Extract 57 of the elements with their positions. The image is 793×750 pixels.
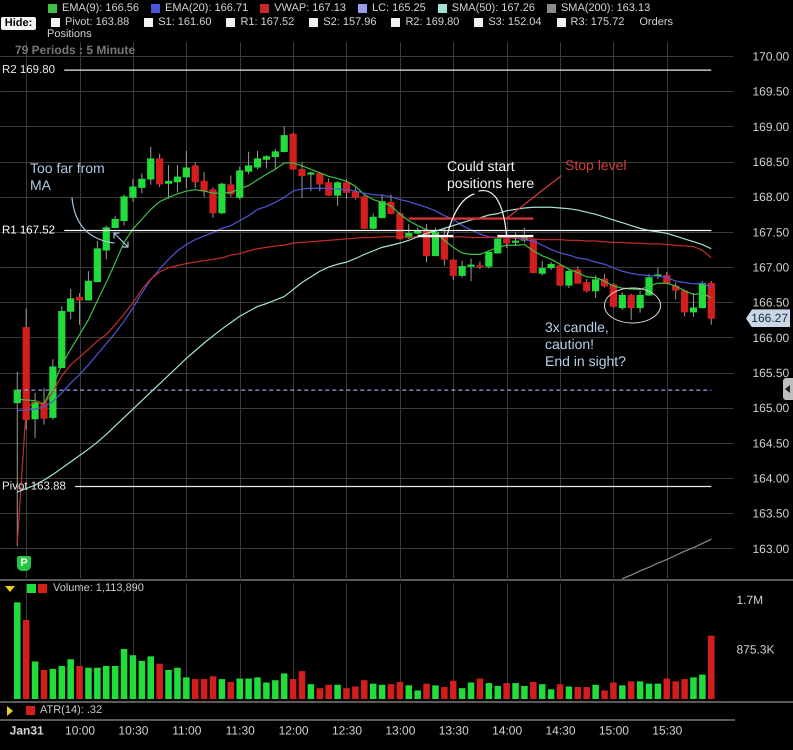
y-tick-label: 166.50: [752, 296, 790, 310]
ref-line-label: R2 169.80: [2, 64, 56, 76]
annotation: P: [17, 556, 31, 571]
x-tick-label: 12:30: [332, 724, 362, 738]
text: S2: 157.96: [323, 16, 376, 29]
x-tick-label: 13:00: [385, 724, 416, 738]
y-tick-label: 170.00: [752, 50, 790, 64]
y-tick-label: 163.50: [752, 506, 790, 521]
x-tick-label: 10:30: [118, 724, 149, 738]
y-tick-label: 164.00: [752, 472, 790, 486]
y-tick-label: 165.00: [752, 401, 790, 416]
annotation: Stop level: [565, 157, 626, 174]
y-tick-label: 167.00: [752, 260, 790, 275]
text: R1: 167.52: [240, 16, 294, 29]
x-tick-label: 15:00: [598, 724, 630, 738]
text: Orders: [639, 16, 673, 29]
text: 166.27: [746, 309, 790, 328]
legend-label: VWAP: 167.13: [274, 2, 346, 15]
y-tick-label: 164.50: [752, 436, 790, 450]
x-tick-label: 12:00: [278, 724, 309, 738]
y-tick-label: 875.3K: [736, 642, 775, 657]
x-tick-label: 10:00: [65, 724, 96, 738]
text: Positions: [47, 28, 92, 41]
y-tick-label: 168.00: [752, 190, 790, 204]
annotation: Too far from MA: [30, 160, 105, 194]
annotation: Could start positions here: [447, 158, 534, 192]
text: S3: 152.04: [488, 16, 542, 29]
x-tick-label: 14:30: [546, 724, 576, 738]
x-tick-label: 15:30: [652, 724, 683, 738]
legend-label: SMA(50): 167.26: [452, 2, 535, 15]
text: R2: 169.80: [405, 16, 460, 29]
x-tick-label: 13:30: [438, 724, 470, 738]
y-tick-label: 163.00: [752, 542, 790, 556]
chart-title: 79 Periods : 5 Minute: [15, 43, 136, 57]
x-tick-label: 14:00: [492, 724, 522, 738]
text: ATR(14): .32: [40, 704, 102, 717]
y-tick-label: 169.50: [752, 84, 790, 99]
x-tick-label: 11:30: [226, 724, 256, 738]
y-tick-label: 168.50: [752, 155, 790, 170]
legend-label: LC: 165.25: [372, 2, 426, 15]
y-tick-label: 166.00: [752, 330, 790, 345]
x-tick-label: Jan31: [10, 724, 44, 738]
text: S1: 161.60: [158, 16, 212, 29]
legend-label: EMA(9): 166.56: [62, 2, 140, 15]
text: R3: 175.72: [570, 16, 624, 29]
y-tick-label: 1.7M: [736, 592, 764, 607]
annotation: 3x candle, caution! End in sight?: [545, 319, 626, 370]
legend-label: EMA(20): 166.71: [165, 2, 248, 15]
x-tick-label: 11:00: [172, 724, 202, 738]
y-tick-label: 167.50: [752, 225, 790, 240]
text: Pivot: 163.88: [65, 16, 130, 29]
y-tick-label: 169.00: [752, 120, 790, 134]
button: Hide:: [1, 17, 36, 30]
chart-title: Volume: 1,113,890: [53, 582, 144, 595]
legend-label: SMA(200): 163.13: [560, 2, 650, 15]
y-tick-label: 165.50: [752, 366, 790, 380]
ref-line-label: R1 167.52: [2, 224, 56, 236]
